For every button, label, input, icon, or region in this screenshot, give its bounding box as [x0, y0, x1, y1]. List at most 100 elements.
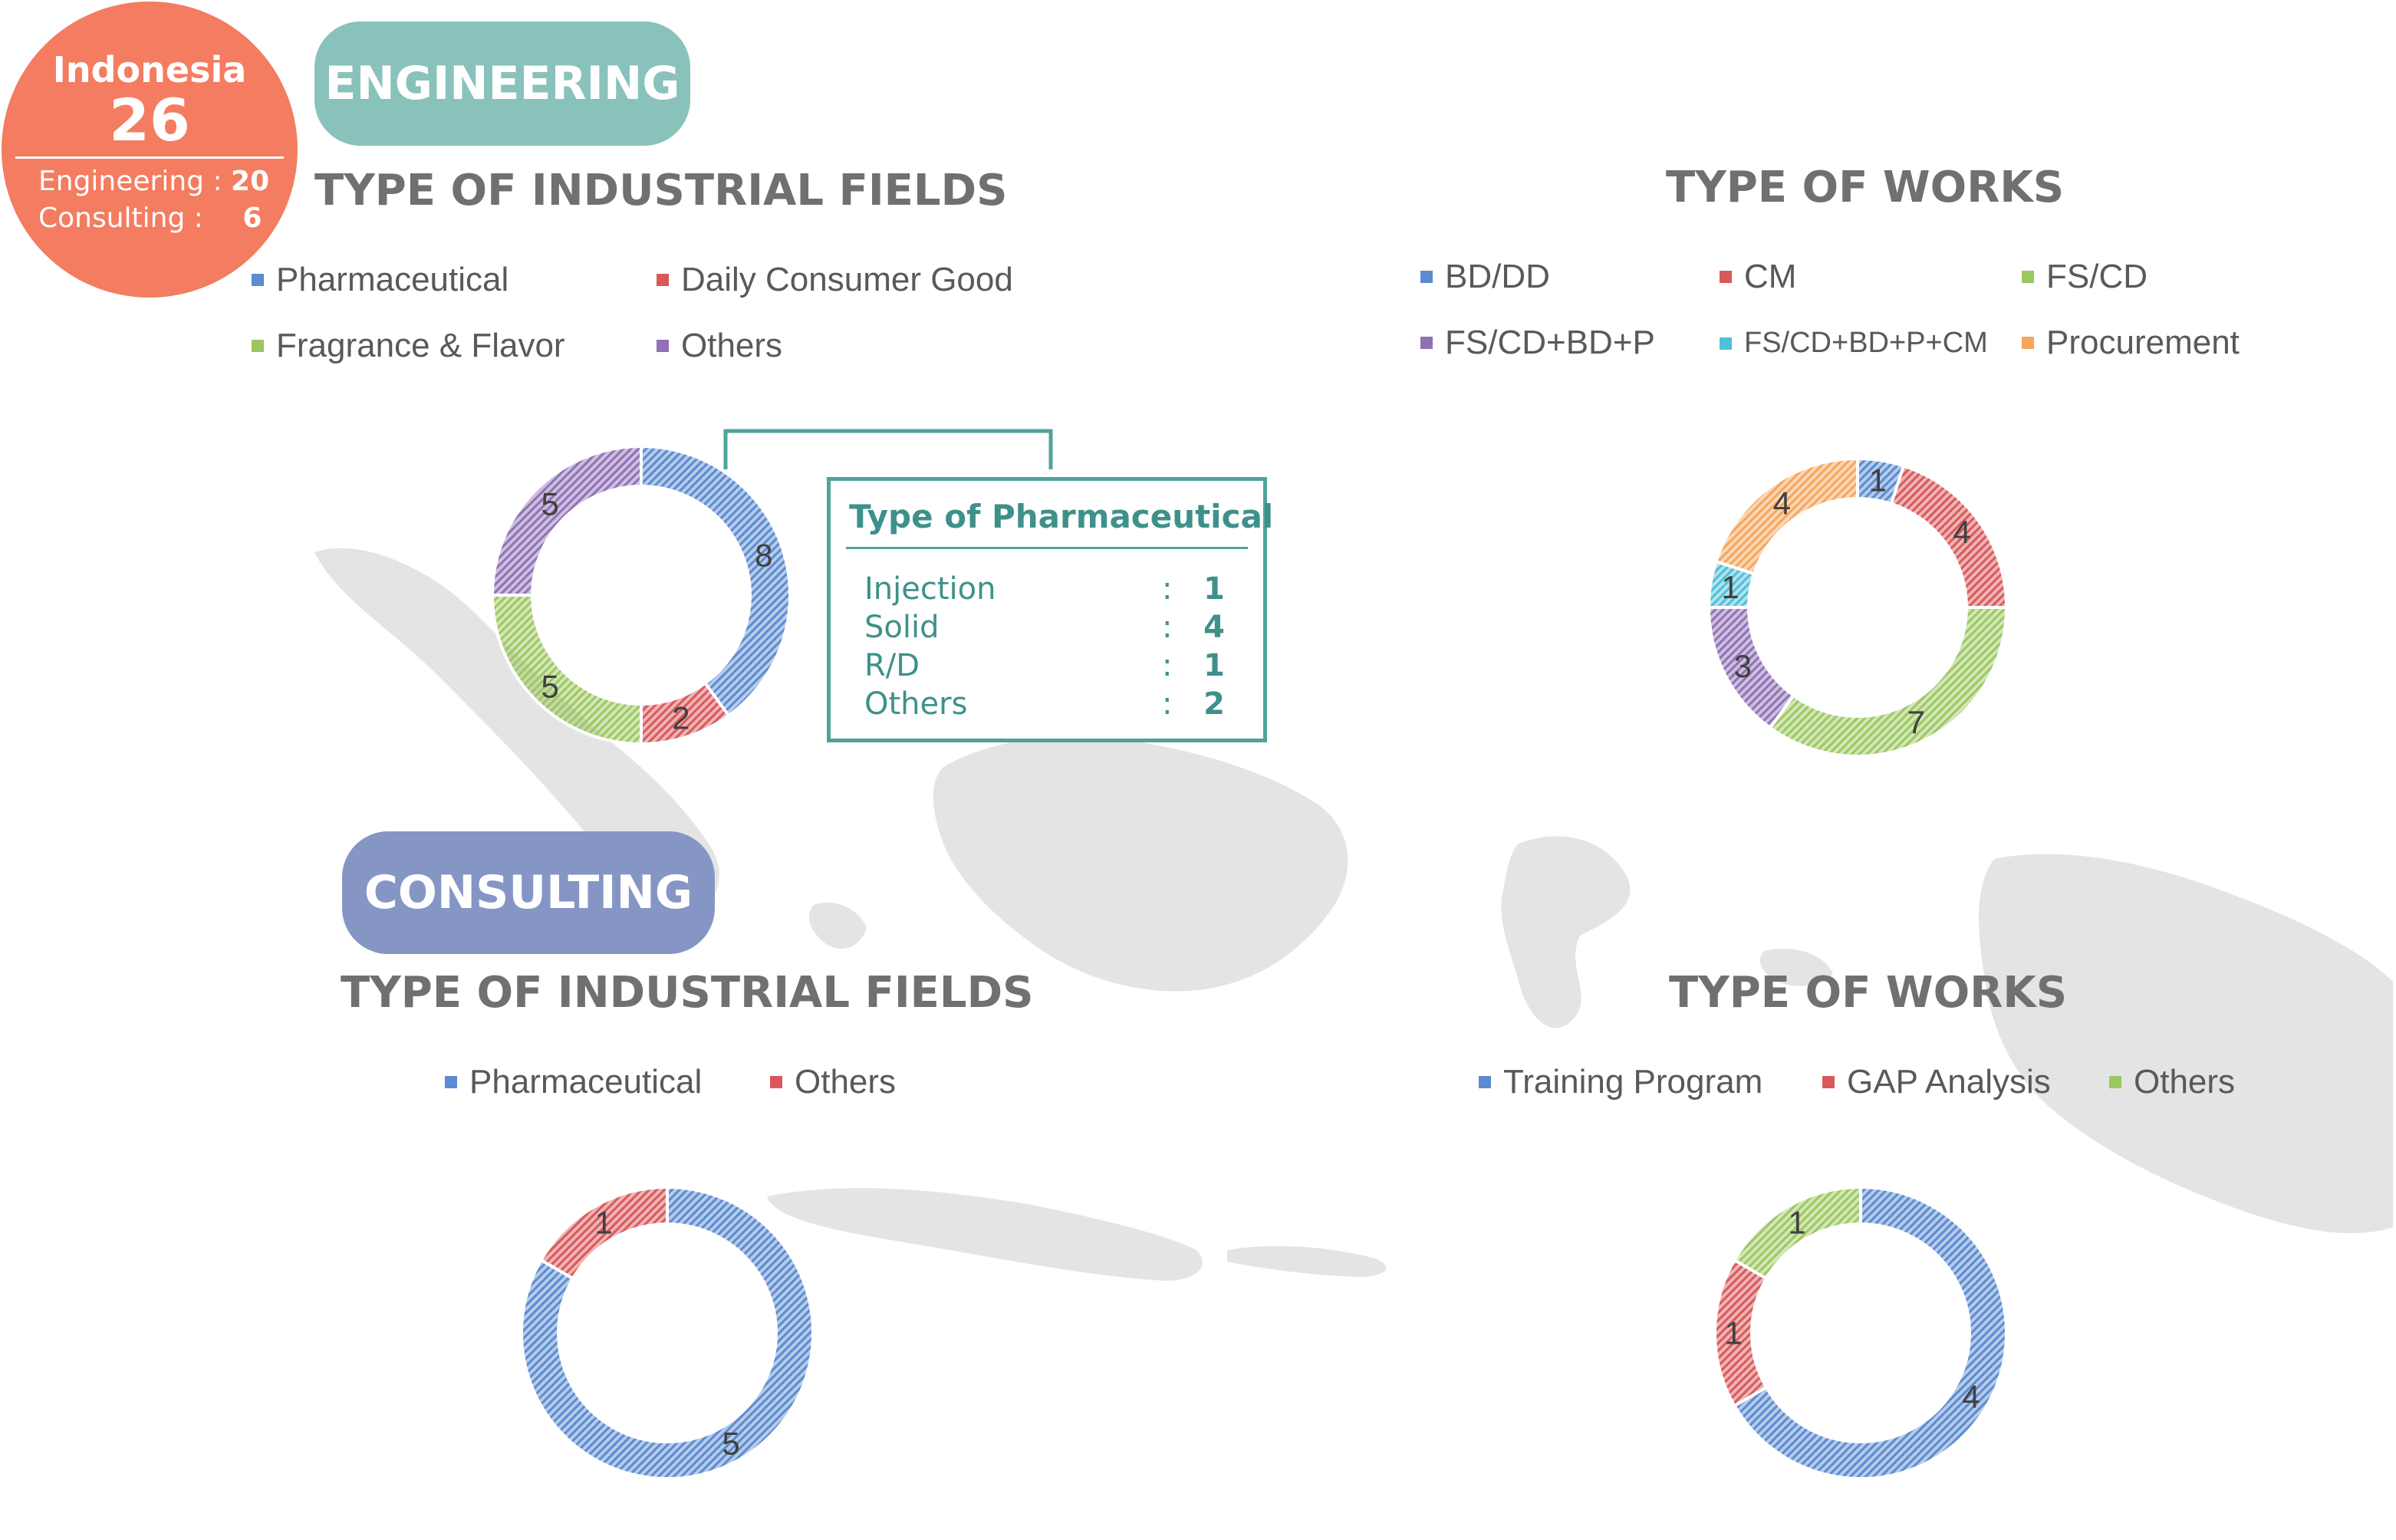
badge-total: 26 — [109, 86, 190, 154]
eng-works-title: TYPE OF WORKS — [1666, 163, 2065, 212]
callout-row-label: Others — [864, 686, 968, 722]
con-fields-title: TYPE OF INDUSTRIAL FIELDS — [341, 968, 1034, 1018]
legend-swatch — [1479, 1076, 1491, 1088]
callout-row-colon: : — [1162, 610, 1173, 645]
callout-row-colon: : — [1162, 648, 1173, 683]
legend-item: Others — [2109, 1063, 2235, 1101]
donut-slice — [1889, 463, 2009, 609]
donut-data-label: 4 — [1773, 485, 1791, 522]
legend-label: Training Program — [1503, 1063, 1763, 1101]
donut-slice — [490, 594, 643, 746]
legend-item: Others — [657, 327, 782, 365]
legend-swatch — [252, 340, 264, 352]
callout-row-value: 1 — [1203, 648, 1225, 683]
badge-consulting-value: 6 — [242, 202, 262, 234]
legend-item: Training Program — [1479, 1063, 1762, 1101]
callout-row: Injection : 1 — [864, 571, 1225, 610]
donut-data-label: 4 — [1962, 1379, 1980, 1415]
callout-row-value: 1 — [1203, 571, 1225, 607]
engineering-section-label: ENGINEERING — [314, 21, 690, 146]
legend-label: Others — [795, 1063, 897, 1101]
legend-label: CM — [1744, 258, 1797, 295]
donut-data-label: 1 — [1721, 569, 1739, 605]
donut-slice — [520, 1185, 815, 1480]
country-count-badge: Indonesia 26 Engineering : 20 Consulting… — [2, 2, 298, 298]
callout-divider — [846, 547, 1248, 549]
donut-slice — [1768, 606, 2009, 758]
donut-data-label: 1 — [1724, 1315, 1742, 1351]
callout-row-colon: : — [1162, 686, 1173, 722]
eng-fields-title: TYPE OF INDUSTRIAL FIELDS — [314, 166, 1008, 216]
legend-item: CM — [1720, 258, 1796, 296]
legend-item: FS/CD+BD+P+CM — [1720, 327, 1988, 360]
legend-swatch — [770, 1076, 782, 1088]
donut-slice — [490, 444, 643, 597]
legend-swatch — [445, 1076, 457, 1088]
legend-item: Pharmaceutical — [252, 261, 508, 299]
legend-swatch — [1420, 337, 1433, 349]
legend-item: Fragrance & Flavor — [252, 327, 565, 365]
donut-data-label: 5 — [541, 486, 559, 522]
legend-label: FS/CD — [2046, 258, 2148, 295]
legend-label: Pharmaceutical — [469, 1063, 703, 1101]
callout-row: Others : 2 — [864, 686, 1225, 725]
callout-row: Solid : 4 — [864, 610, 1225, 648]
callout-row: R/D : 1 — [864, 648, 1225, 686]
donut-slice — [538, 1185, 669, 1281]
legend-swatch — [1420, 271, 1433, 283]
badge-engineering-value: 20 — [231, 166, 270, 197]
legend-item: BD/DD — [1420, 258, 1550, 296]
legend-swatch — [1720, 271, 1732, 283]
legend-item: Procurement — [2022, 324, 2240, 362]
legend-label: Fragrance & Flavor — [276, 327, 565, 364]
callout-row-label: Injection — [864, 571, 996, 607]
donut-data-label: 1 — [1869, 462, 1887, 499]
legend-label: Procurement — [2046, 324, 2240, 361]
donut-data-label: 3 — [1734, 648, 1752, 684]
legend-swatch — [2109, 1076, 2121, 1088]
donut-data-label: 1 — [1788, 1205, 1805, 1241]
legend-swatch — [2022, 337, 2034, 349]
callout-row-value: 4 — [1203, 610, 1225, 645]
donut-slice — [1732, 1185, 2008, 1480]
callout-row-value: 2 — [1203, 686, 1225, 722]
donut-data-label: 1 — [594, 1205, 612, 1241]
donut-chart-1: 1 4 7 3 1 4 — [1706, 456, 2009, 758]
legend-label: Others — [2134, 1063, 2236, 1101]
pharmaceutical-breakdown-callout: Type of Pharmaceutical Injection : 1 Sol… — [827, 477, 1273, 742]
callout-row-label: Solid — [864, 610, 940, 645]
legend-label: BD/DD — [1445, 258, 1550, 295]
legend-item: FS/CD — [2022, 258, 2148, 296]
badge-country: Indonesia — [52, 49, 247, 90]
badge-consulting-row: Consulting : 6 — [38, 202, 262, 234]
legend-swatch — [1822, 1076, 1835, 1088]
legend-swatch — [657, 274, 669, 286]
donut-data-label: 5 — [722, 1425, 739, 1461]
donut-chart-0: 8 2 5 5 — [490, 444, 792, 746]
badge-engineering-row: Engineering : 20 — [38, 166, 269, 197]
legend-swatch — [1720, 337, 1732, 350]
callout-title: Type of Pharmaceutical — [849, 498, 1274, 535]
donut-slice — [1732, 1185, 1862, 1281]
legend-label: FS/CD+BD+P — [1445, 324, 1655, 361]
legend-swatch — [2022, 271, 2034, 283]
donut-data-label: 2 — [672, 699, 690, 735]
legend-label: Daily Consumer Good — [681, 261, 1013, 298]
legend-label: FS/CD+BD+P+CM — [1744, 327, 1988, 359]
legend-label: Others — [681, 327, 783, 364]
donut-chart-2: 51 — [520, 1185, 815, 1480]
legend-label: GAP Analysis — [1847, 1063, 2051, 1101]
donut-data-label: 4 — [1953, 514, 1970, 550]
badge-consulting-label: Consulting : — [38, 202, 203, 234]
con-works-title: TYPE OF WORKS — [1669, 968, 2068, 1018]
consulting-section-label: CONSULTING — [342, 831, 715, 954]
legend-item: Pharmaceutical — [445, 1063, 702, 1101]
donut-data-label: 8 — [755, 538, 772, 574]
legend-swatch — [252, 274, 264, 286]
callout-row-colon: : — [1162, 571, 1173, 607]
badge-divider — [15, 156, 284, 159]
legend-item: GAP Analysis — [1822, 1063, 2051, 1101]
